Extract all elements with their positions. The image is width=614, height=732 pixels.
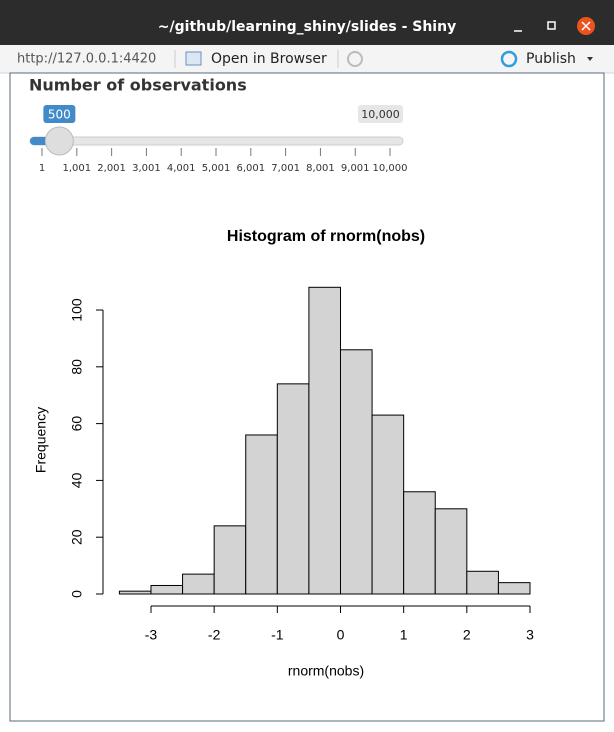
bar <box>497 582 531 595</box>
slider-tick-label: 7,001 <box>271 163 300 174</box>
window-title: ~/github/learning_shiny/slides - Shiny <box>158 19 456 35</box>
slider-tick-label: 8,001 <box>306 163 335 174</box>
y-tick-label: 80 <box>69 359 85 375</box>
x-tick-label: -1 <box>271 627 284 643</box>
slider-tick-label: 3,001 <box>132 163 161 174</box>
y-tick-label: 40 <box>69 472 85 488</box>
refresh-icon[interactable] <box>347 51 363 67</box>
maximize-button[interactable] <box>547 21 556 30</box>
bar <box>118 590 152 595</box>
slider-max-bubble <box>358 105 403 123</box>
bar <box>213 525 247 595</box>
x-axis-label: rnorm(nobs) <box>288 663 364 679</box>
bar <box>371 414 405 595</box>
bar <box>150 584 184 595</box>
x-tick-label: 2 <box>463 627 471 643</box>
bar <box>308 286 341 595</box>
slider-tick-label: 1,001 <box>62 163 91 174</box>
toolbar <box>0 45 614 73</box>
publish-button[interactable]: Publish <box>526 51 576 67</box>
y-tick-label: 20 <box>69 529 85 545</box>
slider-track <box>29 136 404 146</box>
open-in-browser[interactable]: Open in Browser <box>211 51 327 67</box>
slider-value-label: 500 <box>48 108 71 122</box>
browser-icon <box>185 51 202 66</box>
chart-title: Histogram of rnorm(nobs) <box>227 228 425 245</box>
y-tick-label: 0 <box>69 590 85 598</box>
slider-label: Number of observations <box>29 76 247 95</box>
x-tick-label: -3 <box>145 627 158 643</box>
bar <box>245 434 278 595</box>
close-icon <box>581 21 591 31</box>
slider-tick-label: 9,001 <box>341 163 370 174</box>
content-frame <box>9 72 605 722</box>
slider-tick-label: 6,001 <box>237 163 266 174</box>
title-bar <box>0 0 614 45</box>
slider-tick-label: 1 <box>39 163 45 174</box>
bar <box>434 508 468 595</box>
x-tick-label: 0 <box>337 627 345 643</box>
bar <box>466 570 499 595</box>
bar <box>182 573 215 595</box>
publish-dropdown[interactable] <box>587 57 593 61</box>
bar <box>403 491 436 595</box>
x-tick-label: 1 <box>400 627 408 643</box>
slider-value-bubble <box>43 105 76 123</box>
slider-tick-label: 10,000 <box>373 163 408 174</box>
publish-icon <box>500 50 518 68</box>
url: http://127.0.0.1:4420 <box>17 52 156 67</box>
slider-max-label: 10,000 <box>361 108 400 121</box>
y-tick-label: 100 <box>69 298 85 322</box>
x-tick-label: -2 <box>208 627 221 643</box>
bar <box>276 383 310 595</box>
x-tick-label: 3 <box>526 627 534 643</box>
slider-tick-label: 5,001 <box>202 163 231 174</box>
y-tick-label: 60 <box>69 416 85 432</box>
slider-handle[interactable] <box>44 126 74 156</box>
y-axis-label: Frequency <box>33 407 49 473</box>
slider-tick-label: 4,001 <box>167 163 196 174</box>
bar <box>339 349 373 595</box>
slider-tick-label: 2,001 <box>97 163 126 174</box>
